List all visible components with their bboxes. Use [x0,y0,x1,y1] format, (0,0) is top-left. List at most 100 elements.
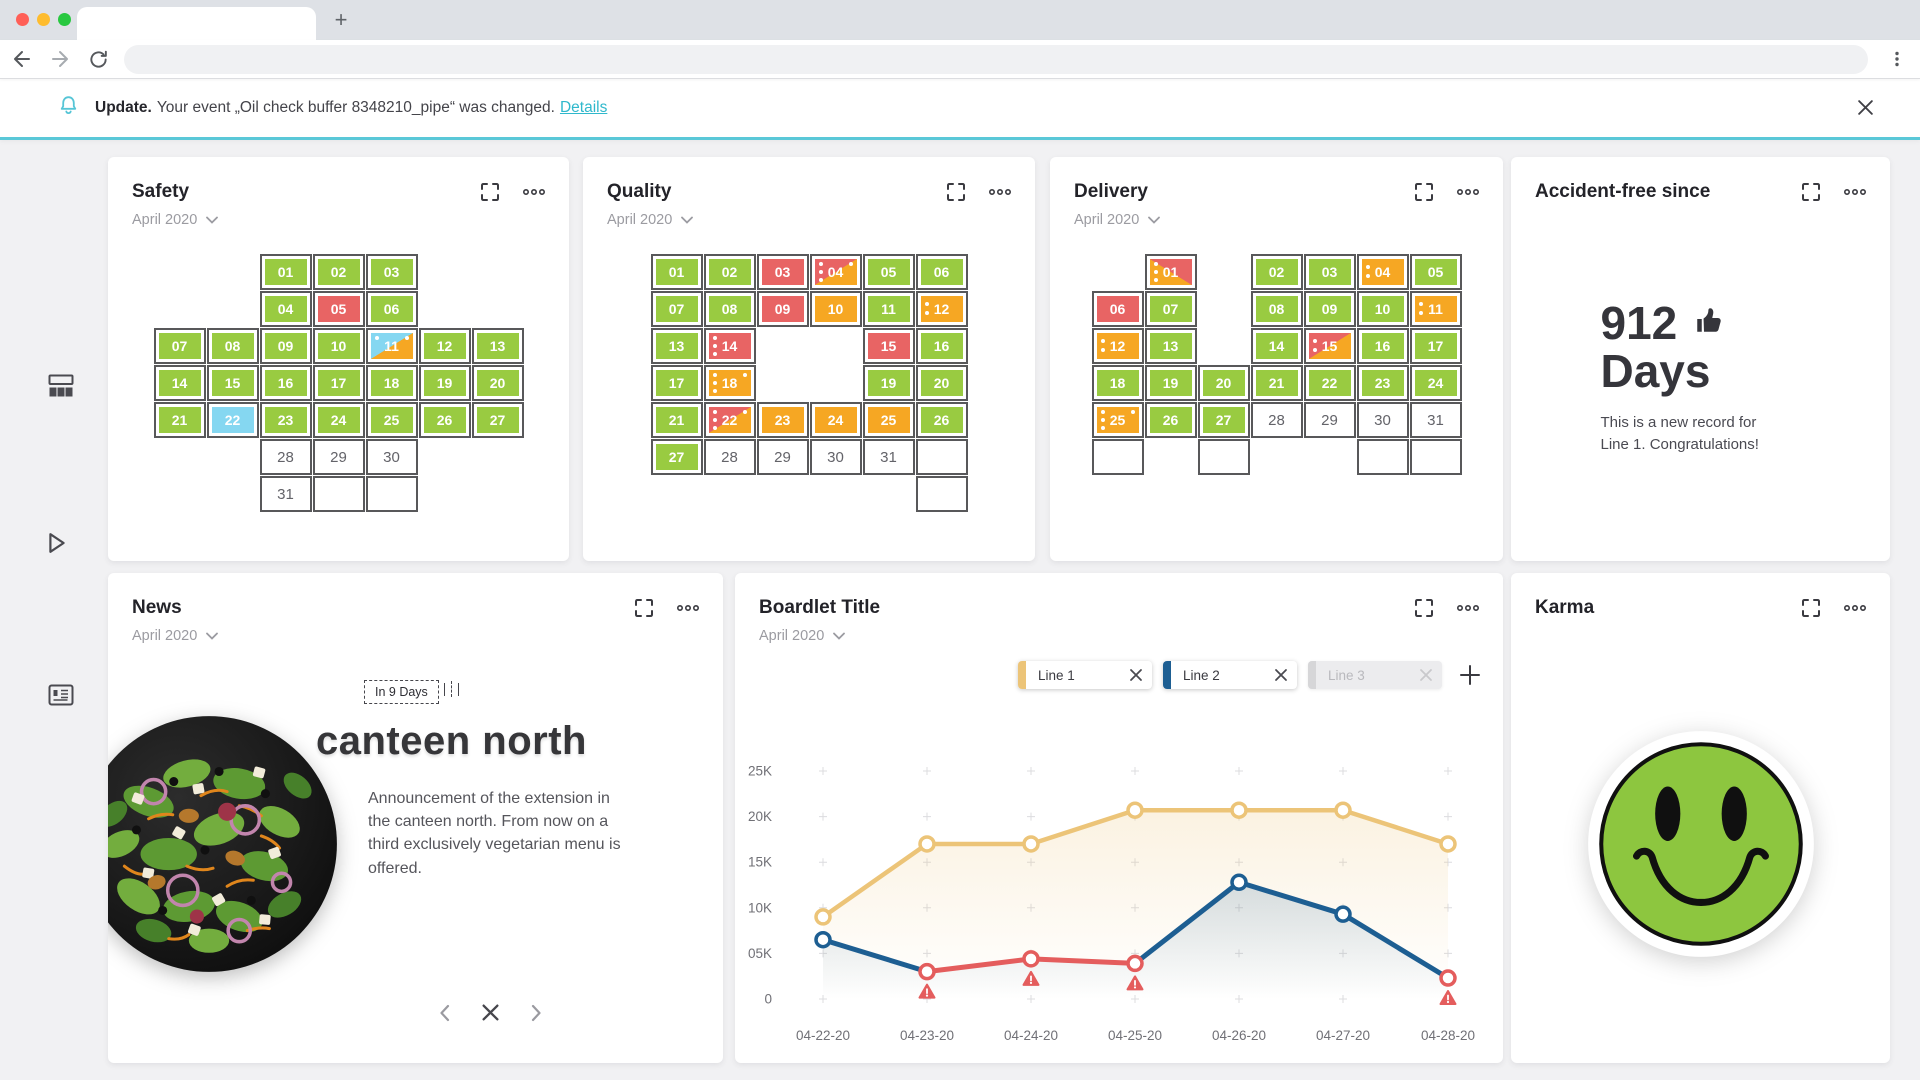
fullscreen-icon[interactable] [1415,183,1433,201]
fullscreen-icon[interactable] [1802,599,1820,617]
remove-series-icon[interactable] [1274,668,1288,682]
more-menu-icon[interactable] [677,604,699,612]
calendar-day[interactable]: 24 [312,402,365,438]
calendar-day[interactable]: 01 [650,254,703,290]
reload-icon[interactable] [82,43,114,75]
add-line-icon[interactable] [1459,664,1481,686]
calendar-day[interactable]: 29 [1303,402,1356,438]
remove-series-icon[interactable] [1129,668,1143,682]
new-tab-button[interactable]: + [334,7,348,32]
calendar-day[interactable]: 13 [650,328,703,364]
calendar-day[interactable]: 30 [365,439,418,475]
calendar-day[interactable]: 10 [1356,291,1409,327]
calendar-day[interactable]: 06 [365,291,418,327]
calendar-day[interactable]: 14 [1250,328,1303,364]
calendar-day[interactable]: 27 [650,439,703,475]
calendar-day[interactable]: 19 [418,365,471,401]
calendar-day[interactable]: 18 [365,365,418,401]
browser-tab[interactable] [77,7,316,40]
period-dropdown[interactable]: April 2020 [132,628,219,644]
play-icon[interactable] [48,532,66,559]
calendar-day[interactable]: 10 [809,291,862,327]
calendar-day[interactable]: 06 [915,254,968,290]
fullscreen-icon[interactable] [635,599,653,617]
calendar-day[interactable]: 23 [1356,365,1409,401]
period-dropdown[interactable]: April 2020 [1074,212,1161,228]
calendar-day[interactable]: 22 [206,402,259,438]
calendar-day[interactable]: 03 [1303,254,1356,290]
calendar-day[interactable]: 13 [471,328,524,364]
notification-close-icon[interactable] [1857,99,1874,121]
calendar-day[interactable]: 22 [703,402,756,438]
calendar-day[interactable]: 07 [153,328,206,364]
calendar-day[interactable]: 23 [756,402,809,438]
back-icon[interactable] [6,43,38,75]
legend-chip[interactable]: Line 1 [1018,661,1152,689]
calendar-day[interactable]: 20 [1197,365,1250,401]
calendar-day[interactable]: 08 [206,328,259,364]
calendar-day[interactable]: 31 [1409,402,1462,438]
dismiss-icon[interactable] [481,1003,500,1022]
next-icon[interactable] [530,1004,543,1022]
calendar-day[interactable]: 16 [259,365,312,401]
calendar-day[interactable]: 25 [1091,402,1144,438]
more-menu-icon[interactable] [1457,604,1479,612]
forward-icon[interactable] [44,43,76,75]
calendar-day[interactable]: 27 [471,402,524,438]
calendar-day[interactable]: 08 [703,291,756,327]
calendar-day[interactable]: 04 [1356,254,1409,290]
more-menu-icon[interactable] [523,188,545,196]
maximize-window-icon[interactable] [58,13,71,26]
calendar-day[interactable]: 09 [1303,291,1356,327]
calendar-day[interactable]: 21 [153,402,206,438]
calendar-day[interactable]: 21 [650,402,703,438]
calendar-day[interactable]: 30 [1356,402,1409,438]
calendar-day[interactable]: 01 [259,254,312,290]
calendar-day[interactable]: 09 [259,328,312,364]
calendar-day[interactable]: 04 [809,254,862,290]
address-bar[interactable] [124,44,1868,74]
calendar-day[interactable]: 14 [153,365,206,401]
calendar-day[interactable]: 19 [1144,365,1197,401]
calendar-day[interactable]: 11 [365,328,418,364]
more-menu-icon[interactable] [1844,604,1866,612]
calendar-day[interactable]: 20 [915,365,968,401]
calendar-day[interactable]: 03 [365,254,418,290]
calendar-day[interactable]: 28 [703,439,756,475]
calendar-day[interactable]: 26 [418,402,471,438]
calendar-day[interactable]: 29 [756,439,809,475]
calendar-day[interactable]: 15 [206,365,259,401]
more-menu-icon[interactable] [1844,188,1866,196]
notification-details-link[interactable]: Details [559,99,608,116]
prev-icon[interactable] [438,1004,451,1022]
calendar-day[interactable]: 23 [259,402,312,438]
window-controls[interactable] [16,13,71,26]
calendar-day[interactable]: 29 [312,439,365,475]
remove-series-icon[interactable] [1419,668,1433,682]
fullscreen-icon[interactable] [1802,183,1820,201]
calendar-day[interactable]: 12 [915,291,968,327]
calendar-day[interactable]: 02 [703,254,756,290]
calendar-day[interactable]: 12 [418,328,471,364]
news-widget-icon[interactable] [48,684,74,711]
calendar-day[interactable]: 13 [1144,328,1197,364]
calendar-day[interactable]: 11 [862,291,915,327]
calendar-day[interactable]: 31 [259,476,312,512]
calendar-day[interactable]: 01 [1144,254,1197,290]
legend-chip[interactable]: Line 3 [1308,661,1442,689]
calendar-day[interactable]: 05 [312,291,365,327]
calendar-day[interactable]: 10 [312,328,365,364]
calendar-day[interactable]: 28 [1250,402,1303,438]
minimize-window-icon[interactable] [37,13,50,26]
calendar-day[interactable]: 25 [862,402,915,438]
calendar-day[interactable]: 02 [1250,254,1303,290]
period-dropdown[interactable]: April 2020 [759,628,846,644]
calendar-day[interactable]: 09 [756,291,809,327]
calendar-day[interactable]: 30 [809,439,862,475]
calendar-day[interactable]: 17 [1409,328,1462,364]
calendar-day[interactable]: 04 [259,291,312,327]
calendar-day[interactable]: 14 [703,328,756,364]
calendar-day[interactable]: 03 [756,254,809,290]
boards-icon[interactable] [48,374,74,402]
calendar-day[interactable]: 05 [862,254,915,290]
